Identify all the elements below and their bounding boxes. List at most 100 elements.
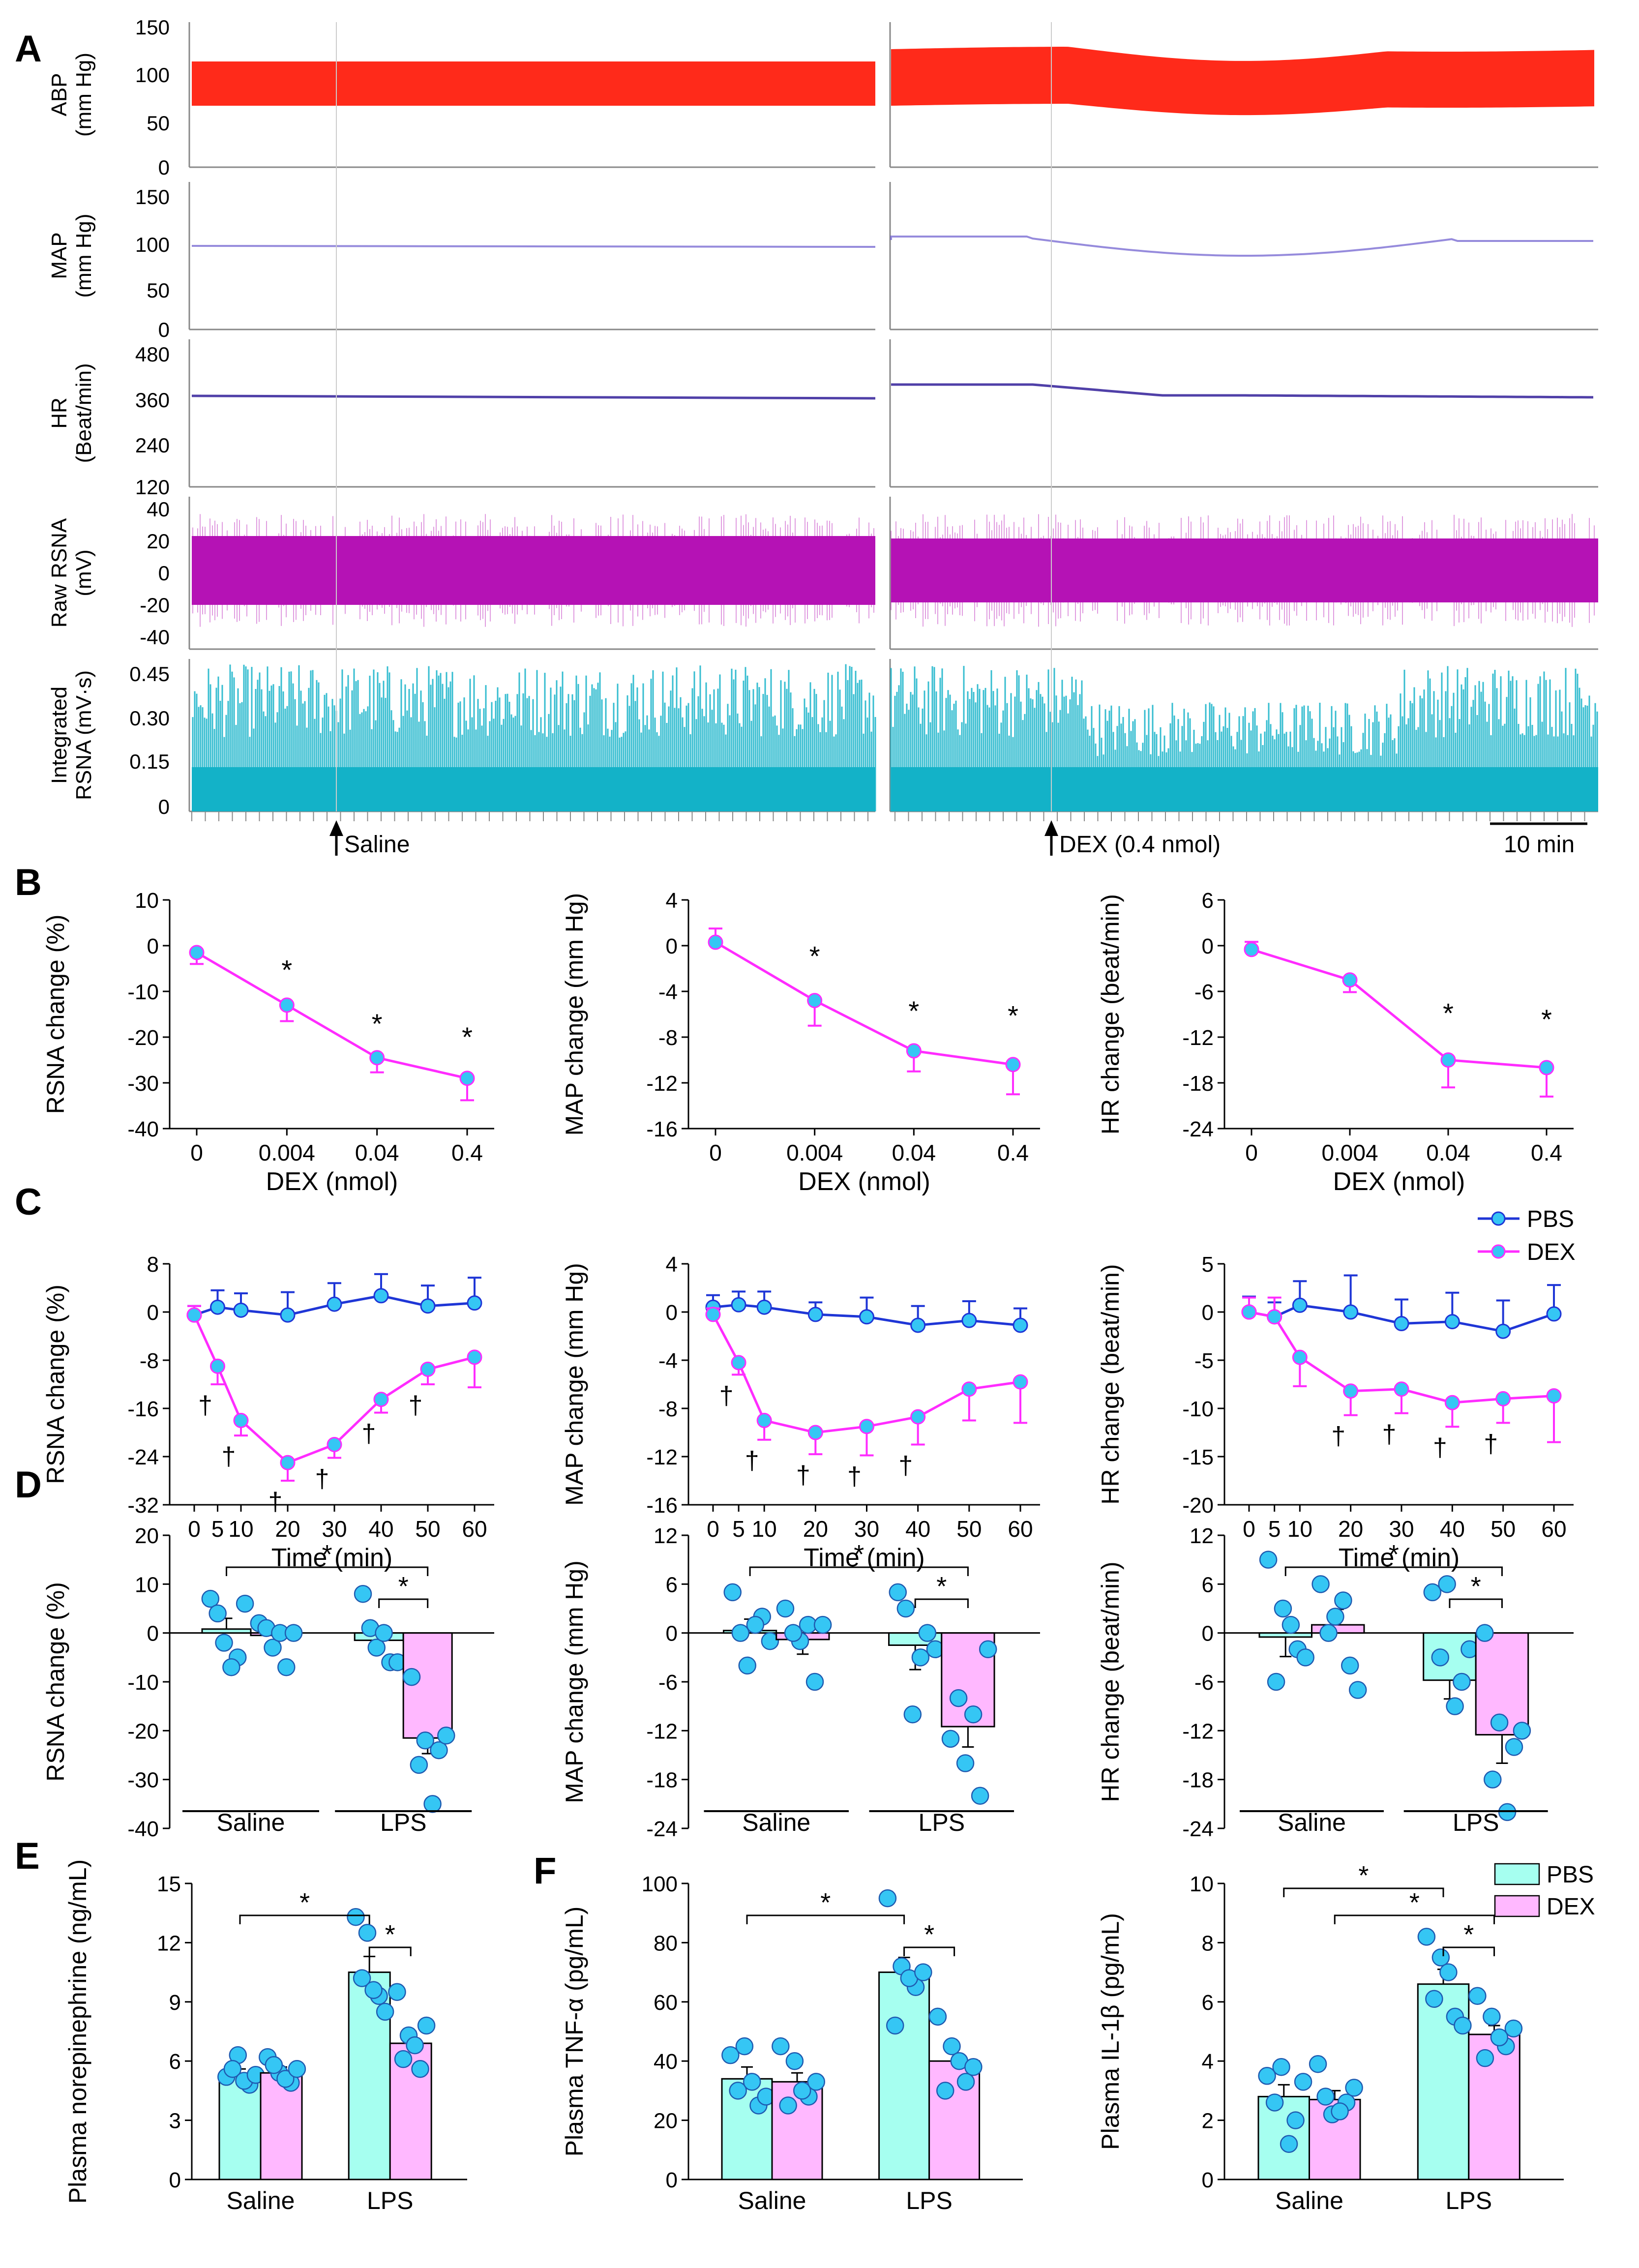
x-tick-label: 0	[1245, 1140, 1258, 1165]
individual-point	[264, 1639, 282, 1657]
line-chart-3-ytick-label: -16	[127, 1397, 159, 1421]
data-point-dex	[859, 1419, 874, 1434]
trace-ylabel-int_rsna: RSNA (mV·s)	[72, 670, 96, 800]
category-label-saline: Saline	[1278, 1809, 1346, 1836]
trace-tick-label: -40	[140, 626, 170, 649]
data-point-dex	[910, 1409, 926, 1425]
bar-chart-2-ylabel: HR change (beat/min)	[1097, 1561, 1124, 1802]
individual-point	[1316, 2088, 1335, 2106]
individual-point	[1417, 1928, 1436, 1946]
data-point-pbs	[420, 1298, 436, 1314]
individual-point	[971, 1787, 989, 1805]
individual-point	[376, 2002, 394, 2021]
data-point-pbs	[210, 1299, 225, 1315]
trace-tick-label: 360	[135, 388, 170, 412]
individual-point	[1319, 1624, 1338, 1642]
individual-point	[949, 1689, 968, 1707]
line-chart-0: 10 0 -10 -20 -30 -40 RSNA change (%) 0 0.004 0.04…	[42, 889, 494, 1196]
individual-point	[928, 2007, 947, 2026]
individual-point	[813, 1615, 832, 1634]
individual-point	[209, 1604, 227, 1623]
individual-point	[417, 2016, 436, 2035]
individual-point	[746, 1615, 765, 1634]
significance-dagger: †	[409, 1391, 423, 1420]
data-point-dex	[731, 1355, 746, 1371]
line-chart-1-ytick-label: -12	[646, 1072, 678, 1096]
individual-point	[793, 2082, 811, 2100]
bar-chart-1-ytick-label: -12	[646, 1719, 678, 1743]
line-chart-0-ytick-label: 0	[147, 934, 159, 958]
individual-point	[886, 2016, 904, 2035]
bar-chart-1-ytick-label: 12	[654, 1524, 678, 1548]
significance-bracket	[749, 1566, 969, 1576]
data-point-dex	[1394, 1381, 1409, 1397]
individual-point	[276, 2070, 295, 2088]
individual-point	[735, 2037, 754, 2056]
bar-chart-2-ytick-label: 0	[1202, 1622, 1214, 1646]
trace-tick-label: 0	[158, 318, 170, 341]
bar-chart-3-ytick-label: 9	[169, 1991, 181, 2015]
x-tick-label: 0	[188, 1516, 201, 1542]
significance-bracket	[1284, 1566, 1503, 1576]
category-label-saline: Saline	[742, 1809, 810, 1836]
significance-star: *	[854, 1540, 864, 1569]
data-point-dex	[373, 1392, 389, 1407]
x-tick-label: 60	[462, 1516, 487, 1542]
series-line-dex	[1251, 948, 1547, 1069]
individual-point	[1334, 1591, 1352, 1610]
data-point-dex	[1005, 1057, 1021, 1073]
line-chart-3-ytick-label: -32	[127, 1493, 159, 1518]
individual-point	[784, 1624, 803, 1642]
significance-star: *	[1471, 1572, 1481, 1601]
bar-chart-1-ytick-label: 0	[666, 1622, 678, 1646]
individual-point	[903, 1705, 922, 1724]
trace-row-int_rsna: Integrated RSNA (mV·s) 0.45 0.30 0.15 0	[47, 659, 1598, 818]
bar-chart-4-ytick-label: 20	[654, 2109, 678, 2133]
int-rsna-base-saline	[192, 767, 875, 811]
x-tick-label: 50	[415, 1516, 440, 1542]
individual-point	[1453, 1672, 1471, 1691]
x-tick-label: 0.004	[259, 1140, 315, 1165]
trace-ylabel-abp: (mm Hg)	[72, 53, 96, 137]
bar-chart-2-ytick-label: 6	[1202, 1573, 1214, 1597]
bar-chart-3-ytick-label: 3	[169, 2109, 181, 2133]
line-chart-5-ytick-label: -20	[1182, 1493, 1214, 1518]
x-tick-label: 10	[1287, 1516, 1312, 1542]
panel-letter-d: D	[15, 1464, 42, 1506]
individual-point	[738, 1656, 757, 1675]
individual-point	[1348, 1681, 1367, 1699]
individual-point	[1484, 1770, 1502, 1789]
legend-bar-pbs-label: PBS	[1547, 1862, 1594, 1888]
individual-point	[1309, 2055, 1327, 2073]
trace-tick-label: 50	[147, 279, 170, 302]
x-axis-label: DEX (nmol)	[798, 1167, 930, 1196]
bar-chart-5-ytick-label: 6	[1202, 1991, 1214, 2015]
significance-bracket	[1449, 1598, 1503, 1608]
data-point-pbs	[327, 1296, 342, 1312]
individual-point	[375, 1624, 393, 1642]
bar-chart-3-ytick-label: 15	[157, 1872, 181, 1896]
line-chart-1-ytick-label: 0	[666, 934, 678, 958]
trace-tick-label: 40	[147, 498, 170, 521]
panel-letter-c: C	[15, 1181, 42, 1223]
individual-point	[878, 1889, 897, 1908]
individual-point	[265, 2056, 283, 2074]
individual-point	[1265, 2093, 1284, 2112]
individual-point	[805, 1672, 824, 1691]
trace-ylabel-abp: ABP	[47, 73, 71, 116]
significance-bracket	[903, 1946, 955, 1956]
category-label-saline: Saline	[217, 1809, 285, 1836]
data-point-dex	[369, 1050, 385, 1066]
x-tick-label: 60	[1541, 1516, 1566, 1542]
x-tick-label: 20	[275, 1516, 300, 1542]
data-point-pbs	[910, 1317, 926, 1333]
x-tick-label: 0	[709, 1140, 722, 1165]
individual-point	[354, 1584, 372, 1603]
individual-point	[1259, 1551, 1278, 1569]
data-point-dex	[1440, 1052, 1456, 1068]
category-label-lps: LPS	[1453, 1809, 1499, 1836]
data-point-dex	[1267, 1309, 1282, 1325]
individual-point	[731, 1624, 750, 1642]
significance-star: *	[820, 1888, 831, 1917]
